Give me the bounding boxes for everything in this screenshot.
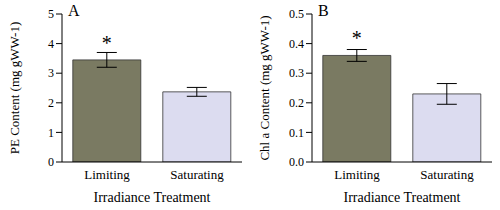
svg-text:PE Content (mg gWW-1): PE Content (mg gWW-1) [8,22,22,155]
svg-text:0.1: 0.1 [289,126,304,140]
svg-text:Irradiance Treatment: Irradiance Treatment [343,190,460,205]
svg-text:Chl a Content (mg gWW-1): Chl a Content (mg gWW-1) [257,15,272,160]
html-text:B: B [318,2,329,19]
svg-text:2: 2 [48,96,54,110]
svg-text:0.5: 0.5 [289,7,304,21]
svg-text:Saturating: Saturating [420,167,474,182]
svg-text:Irradiance Treatment: Irradiance Treatment [93,190,210,205]
html-text:A: A [68,2,80,19]
svg-text:0.2: 0.2 [289,96,304,110]
svg-text:*: * [102,32,112,54]
svg-text:0.0: 0.0 [289,155,304,169]
svg-text:Limiting: Limiting [334,167,380,182]
svg-text:3: 3 [48,66,54,80]
svg-text:0: 0 [48,155,54,169]
svg-text:Limiting: Limiting [84,167,130,182]
svg-text:*: * [352,27,362,49]
svg-text:0.4: 0.4 [289,37,304,51]
svg-text:1: 1 [48,126,54,140]
svg-text:0.3: 0.3 [289,66,304,80]
svg-text:5: 5 [48,7,54,21]
svg-text:Saturating: Saturating [170,167,224,182]
svg-text:4: 4 [48,37,54,51]
